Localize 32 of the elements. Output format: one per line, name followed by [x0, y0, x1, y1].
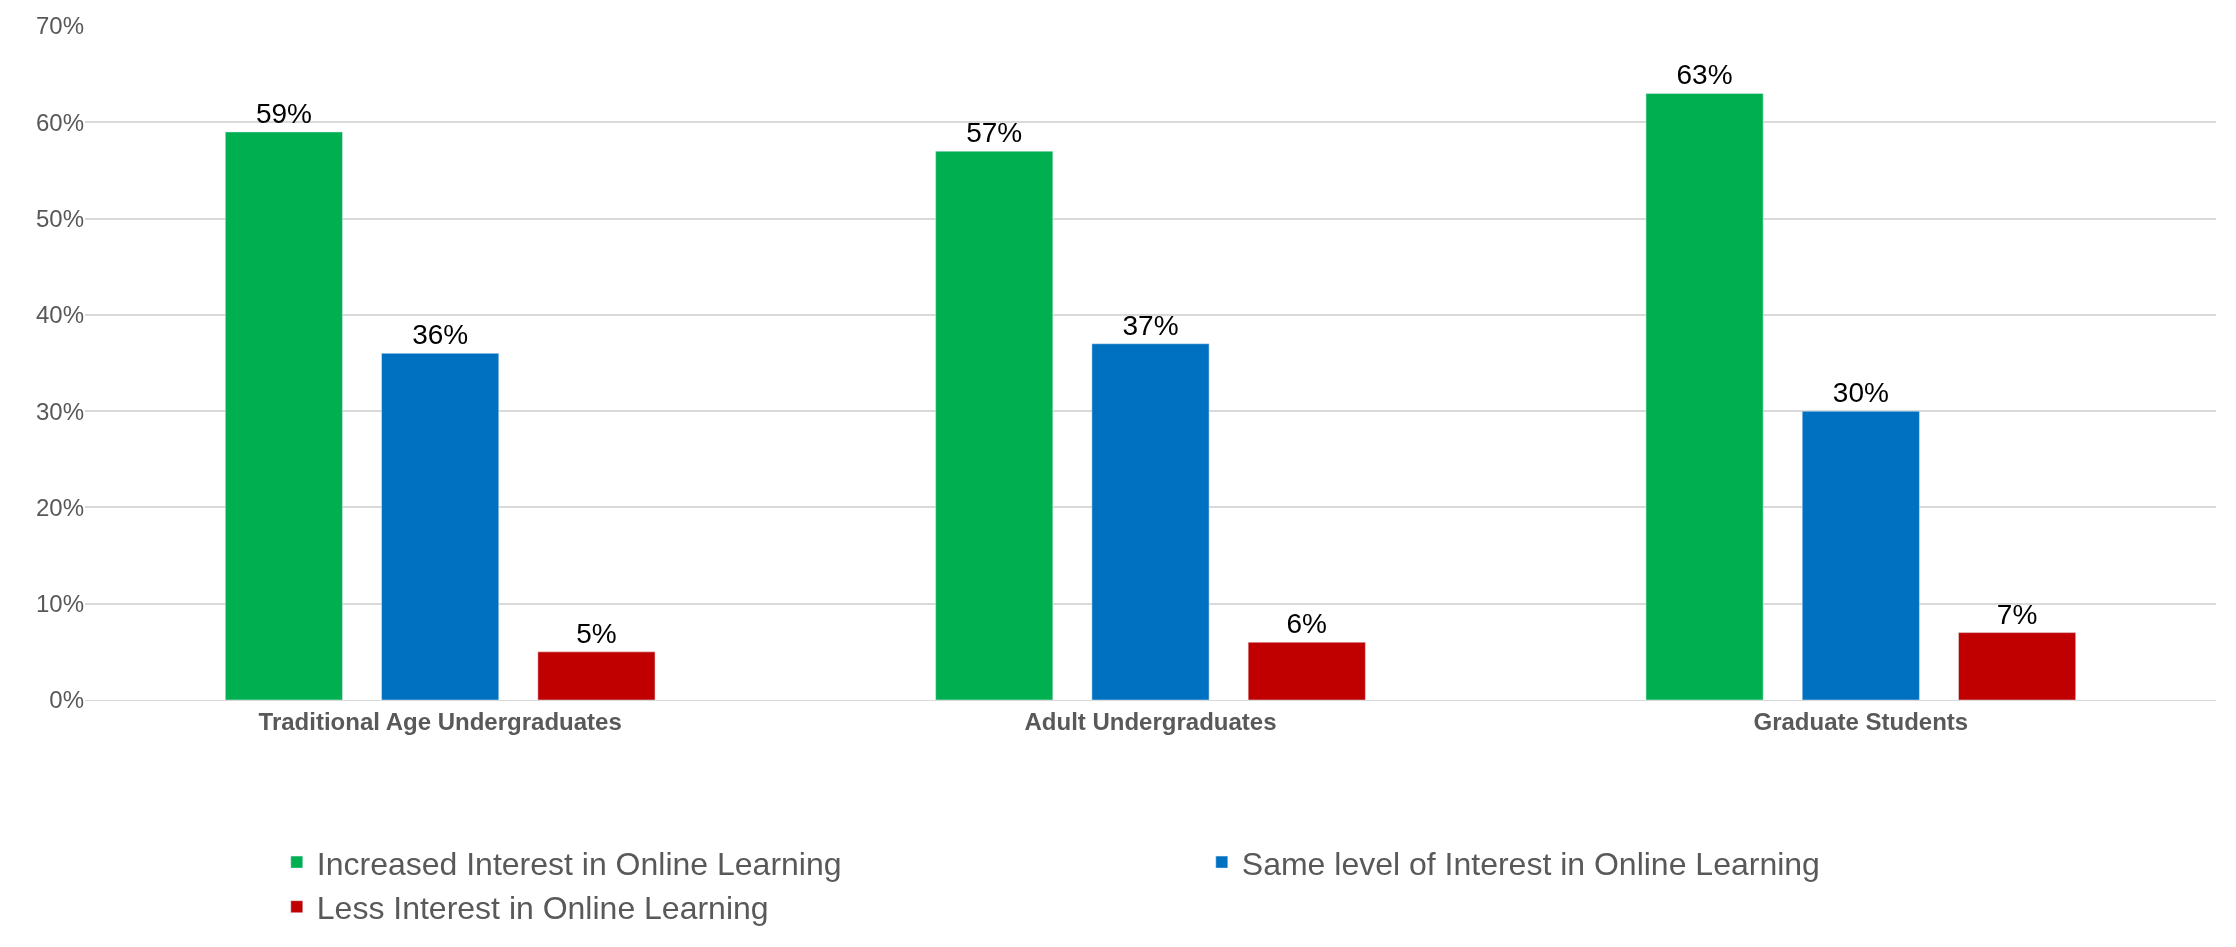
bar: [1801, 410, 1920, 700]
data-label: 36%: [412, 319, 469, 351]
data-label: 59%: [255, 97, 312, 129]
y-tick-label: 30%: [35, 397, 84, 425]
data-label: 57%: [966, 117, 1023, 149]
legend-label: Same level of Interest in Online Learning: [1241, 845, 1820, 882]
data-label: 63%: [1676, 59, 1733, 91]
bar: [225, 131, 343, 700]
y-tick-label: 10%: [35, 590, 84, 618]
bar: [1247, 641, 1366, 700]
y-tick-label: 70%: [35, 12, 84, 40]
data-label: 37%: [1122, 309, 1179, 341]
bar: [537, 651, 656, 700]
y-tick-label: 0%: [49, 686, 84, 714]
data-label: 30%: [1832, 377, 1889, 409]
y-tick-label: 60%: [35, 108, 84, 136]
x-tick-label: Traditional Age Undergraduates: [258, 707, 622, 735]
y-tick-label: 20%: [35, 493, 84, 521]
x-tick-label: Adult Undergraduates: [1024, 707, 1277, 735]
bar: [1645, 93, 1764, 700]
data-label: 6%: [1286, 608, 1328, 640]
data-label: 5%: [576, 617, 617, 649]
legend-label: Increased Interest in Online Learning: [316, 845, 842, 882]
y-tick-label: 40%: [35, 301, 84, 329]
x-tick-label: Graduate Students: [1753, 707, 1969, 735]
y-tick-label: 50%: [35, 204, 84, 232]
legend-label: Less Interest in Online Learning: [316, 890, 769, 927]
bar: [381, 353, 500, 700]
bar: [1958, 632, 2076, 700]
data-label: 7%: [1996, 598, 2038, 630]
bar: [1091, 343, 1210, 700]
bar: [935, 150, 1054, 700]
